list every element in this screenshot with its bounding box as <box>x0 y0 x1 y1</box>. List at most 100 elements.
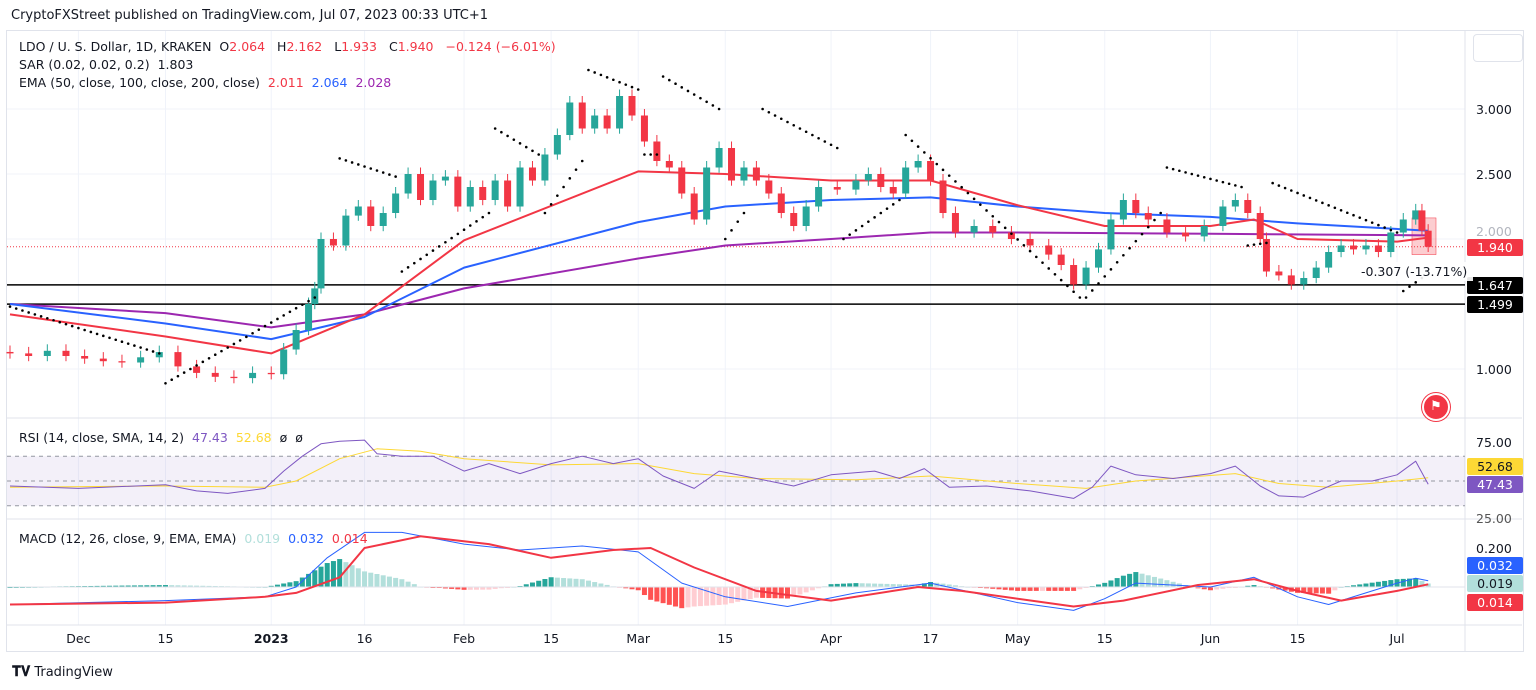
sar-dot <box>668 78 671 82</box>
sar-dot <box>456 232 460 236</box>
macd-histogram-bar <box>411 584 417 587</box>
sar-dot <box>245 335 248 339</box>
ema-legend: EMA (50, close, 100, close, 200, close) … <box>19 75 395 90</box>
macd-histogram-bar <box>187 585 193 587</box>
sar-dot <box>979 203 982 206</box>
sar-dot <box>108 336 111 340</box>
sar-dot <box>1215 179 1218 182</box>
sar-dot <box>437 245 441 248</box>
candle-body <box>833 187 841 190</box>
sar-dot <box>966 191 970 195</box>
sar-dot <box>854 229 858 232</box>
candle-body <box>354 206 362 216</box>
macd-histogram-bar <box>268 585 274 587</box>
tradingview-logo-icon: 𝐓𝐕 <box>12 664 31 680</box>
candle-body <box>62 350 70 356</box>
macd-histogram-bar <box>1313 587 1319 594</box>
sar-dot <box>1059 278 1063 282</box>
time-tick: Dec <box>66 631 91 646</box>
macd-histogram-bar <box>374 574 380 587</box>
macd-histogram-bar <box>1002 587 1008 590</box>
sar-dot <box>717 107 721 111</box>
candle-body <box>25 353 33 356</box>
candle-body <box>193 366 201 373</box>
footer-brand: 𝐓𝐕 TradingView <box>12 664 113 680</box>
macd-label[interactable]: MACD (12, 26, close, 9, EMA, EMA) <box>19 531 237 546</box>
symbol-label[interactable]: LDO / U. S. Dollar, 1D, KRAKEN <box>19 39 212 54</box>
macd-histogram-bar <box>293 581 299 587</box>
sar-dot <box>1103 275 1107 278</box>
level-tag-1647: 1.647 <box>1467 277 1523 294</box>
rsi-na-value-2: ø <box>295 430 303 445</box>
candle-body <box>6 351 14 354</box>
candle-body <box>1119 200 1127 220</box>
close-value: 1.940 <box>397 39 434 54</box>
chart-settings-button[interactable] <box>1473 34 1523 62</box>
flag-icon[interactable]: ⚑ <box>1422 393 1450 421</box>
time-tick: 17 <box>922 631 939 646</box>
sar-dot <box>201 360 205 364</box>
macd-histogram-bar <box>163 585 168 587</box>
sar-dot <box>649 153 652 156</box>
sar-dot <box>1240 185 1243 189</box>
candle-body <box>927 161 935 181</box>
ema-label[interactable]: EMA (50, close, 100, close, 200, close) <box>19 75 260 90</box>
candle-body <box>404 174 412 194</box>
macd-histogram-bar <box>1021 587 1027 591</box>
macd-histogram-bar <box>1058 587 1064 591</box>
sar-dot <box>164 382 167 385</box>
sar-dot <box>269 321 273 324</box>
macd-histogram-bar <box>1145 575 1151 587</box>
candle-body <box>329 239 337 246</box>
sar-dot <box>767 110 771 114</box>
candle-body <box>914 161 922 168</box>
candle-body <box>877 174 885 187</box>
rsi-tick: 75.00 <box>1476 435 1512 450</box>
macd-histogram-bar <box>1114 578 1120 587</box>
candle-body <box>249 372 257 379</box>
macd-histogram-bar <box>741 587 747 601</box>
sar-dot <box>1209 177 1212 181</box>
sar-dot <box>1308 196 1312 200</box>
macd-histogram-bar <box>1170 581 1176 587</box>
open-value: 2.064 <box>229 39 266 54</box>
macd-histogram-bar <box>1413 578 1419 587</box>
sar-dot <box>1377 223 1380 227</box>
sar-dot <box>1227 182 1231 186</box>
candle-body <box>174 352 182 367</box>
sar-dot <box>655 153 659 156</box>
sar-dot <box>257 328 261 331</box>
sar-dot <box>102 334 105 338</box>
macd-histogram-bar <box>623 587 629 589</box>
time-tick: Feb <box>452 631 476 646</box>
sar-dot <box>151 350 155 353</box>
sar-dot <box>574 168 578 171</box>
candle-body <box>211 372 219 377</box>
rsi-label[interactable]: RSI (14, close, SMA, 14, 2) <box>19 430 185 445</box>
macd-histogram-bar <box>729 587 735 604</box>
sar-dot <box>500 130 503 134</box>
sar-label[interactable]: SAR (0.02, 0.02, 0.2) <box>19 57 150 72</box>
sar-dot <box>1109 268 1113 271</box>
sar-dot <box>562 185 565 189</box>
candle-body <box>491 180 499 200</box>
sar-dot <box>699 96 702 100</box>
macd-histogram-bar <box>542 579 548 587</box>
sar-dot <box>580 159 584 163</box>
macd-histogram-bar <box>1201 587 1207 590</box>
macd-histogram-bar <box>206 585 212 587</box>
macd-histogram-bar <box>710 587 716 606</box>
candle-body <box>970 226 978 233</box>
macd-histogram-bar <box>1351 585 1357 587</box>
rsi-line <box>9 439 1429 499</box>
macd-histogram-bar <box>113 585 119 587</box>
macd-histogram-bar <box>585 580 591 587</box>
sar-dot <box>276 317 279 321</box>
sar-dot <box>406 266 410 269</box>
macd-histogram-bar <box>1214 587 1220 590</box>
macd-histogram-bar <box>1282 587 1288 591</box>
candle-body <box>43 350 51 356</box>
macd-histogram-bar <box>455 587 461 590</box>
sar-dot <box>1383 226 1386 229</box>
